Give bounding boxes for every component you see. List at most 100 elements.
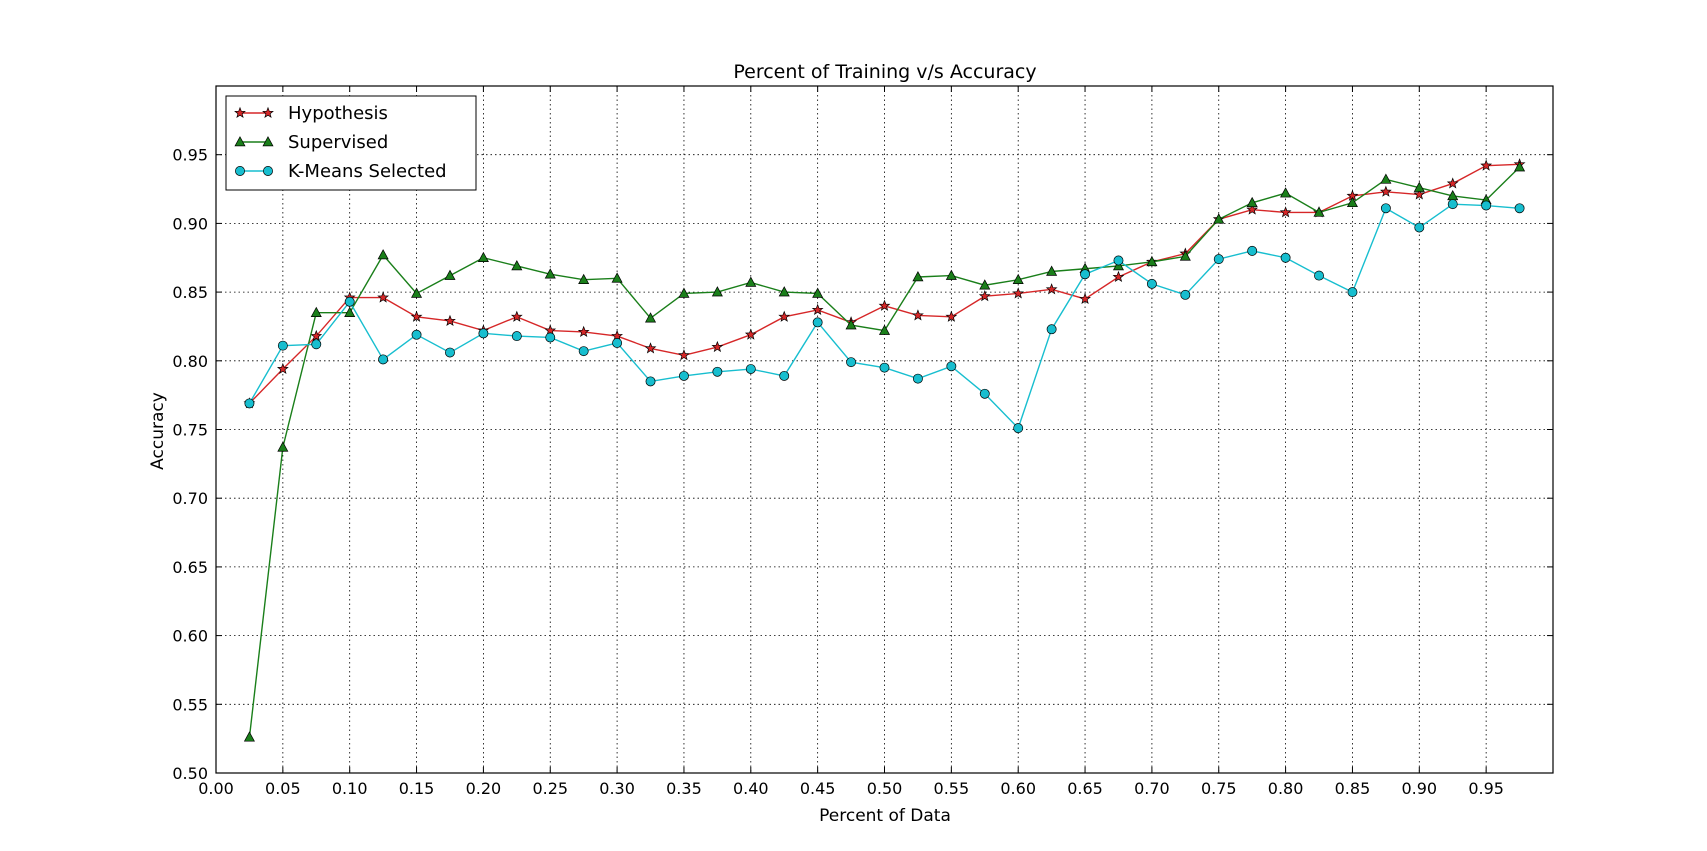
data-point-supervised bbox=[745, 276, 757, 287]
data-point-k-means-selected bbox=[1113, 255, 1124, 266]
x-tick-label: 0.70 bbox=[1134, 779, 1170, 798]
x-tick-label: 0.25 bbox=[532, 779, 568, 798]
data-point-k-means-selected bbox=[1314, 270, 1324, 281]
data-point-k-means-selected bbox=[812, 317, 823, 328]
data-point-hypothesis bbox=[510, 310, 523, 322]
legend-marker bbox=[262, 106, 274, 119]
data-point-hypothesis bbox=[978, 290, 991, 302]
data-point-hypothesis bbox=[1379, 185, 1392, 197]
x-tick-label: 0.30 bbox=[599, 779, 635, 798]
data-point-supervised bbox=[578, 273, 590, 284]
data-point-k-means-selected bbox=[1447, 199, 1458, 210]
data-point-hypothesis bbox=[577, 325, 590, 337]
data-point-hypothesis bbox=[912, 309, 924, 321]
data-point-k-means-selected bbox=[545, 332, 556, 343]
data-point-k-means-selected bbox=[1146, 278, 1157, 289]
legend-marker bbox=[235, 166, 245, 176]
series-supervised bbox=[243, 161, 1526, 742]
data-point-k-means-selected bbox=[1080, 269, 1091, 280]
x-tick-label: 0.90 bbox=[1401, 779, 1437, 798]
data-point-supervised bbox=[1346, 196, 1358, 208]
data-point-supervised bbox=[1213, 213, 1225, 224]
data-point-k-means-selected bbox=[1414, 222, 1425, 233]
y-tick-label: 0.60 bbox=[172, 627, 208, 646]
data-point-k-means-selected bbox=[1213, 254, 1224, 265]
data-point-supervised bbox=[511, 260, 523, 271]
x-tick-label: 0.85 bbox=[1335, 779, 1371, 798]
data-point-k-means-selected bbox=[1280, 252, 1291, 263]
data-point-k-means-selected bbox=[411, 329, 422, 340]
y-tick-label: 0.90 bbox=[172, 214, 208, 233]
data-point-k-means-selected bbox=[277, 340, 288, 351]
y-tick-label: 0.55 bbox=[172, 695, 208, 714]
chart-title: Percent of Training v/s Accuracy bbox=[733, 61, 1036, 83]
data-point-hypothesis bbox=[310, 329, 323, 342]
data-point-supervised bbox=[912, 271, 924, 282]
data-point-hypothesis bbox=[1045, 283, 1058, 295]
data-point-k-means-selected bbox=[1481, 200, 1492, 211]
legend-marker bbox=[234, 106, 246, 119]
data-point-hypothesis bbox=[811, 303, 824, 315]
series-layer bbox=[243, 158, 1526, 742]
data-point-k-means-selected bbox=[912, 373, 923, 384]
data-point-hypothesis bbox=[1246, 203, 1259, 215]
data-point-supervised bbox=[1046, 265, 1058, 276]
legend-marker bbox=[262, 136, 274, 147]
data-point-hypothesis bbox=[1480, 159, 1493, 171]
data-point-supervised bbox=[945, 269, 957, 280]
data-point-hypothesis bbox=[1079, 292, 1091, 304]
data-point-supervised bbox=[1280, 187, 1292, 198]
x-tick-label: 0.00 bbox=[198, 779, 234, 798]
y-tick-label: 0.70 bbox=[172, 489, 208, 508]
x-tick-label: 0.75 bbox=[1201, 779, 1237, 798]
x-axis-label: Percent of Data bbox=[819, 806, 951, 826]
x-tick-label: 0.60 bbox=[1000, 779, 1036, 798]
data-point-supervised bbox=[1380, 173, 1392, 184]
data-point-supervised bbox=[544, 268, 556, 279]
legend-entry-k-means-selected: K-Means Selected bbox=[235, 161, 447, 182]
data-point-k-means-selected bbox=[478, 328, 489, 339]
data-point-hypothesis bbox=[1112, 270, 1125, 282]
data-point-hypothesis bbox=[444, 314, 456, 326]
y-tick-label: 0.50 bbox=[172, 764, 208, 783]
x-tick-label: 0.15 bbox=[399, 779, 435, 798]
data-point-k-means-selected bbox=[1180, 289, 1191, 300]
data-point-k-means-selected bbox=[378, 354, 389, 365]
y-tick-label: 0.75 bbox=[172, 421, 208, 440]
data-point-supervised bbox=[1413, 181, 1425, 192]
legend-marker bbox=[234, 136, 246, 147]
data-point-hypothesis bbox=[377, 291, 390, 303]
data-point-supervised bbox=[477, 251, 489, 262]
data-point-k-means-selected bbox=[779, 370, 790, 381]
legend-entry-supervised: Supervised bbox=[234, 132, 388, 153]
data-point-supervised bbox=[277, 441, 289, 452]
data-point-k-means-selected bbox=[1046, 324, 1057, 335]
data-point-hypothesis bbox=[410, 310, 423, 322]
data-point-k-means-selected bbox=[612, 337, 623, 348]
data-point-supervised bbox=[1313, 206, 1325, 217]
y-tick-label: 0.80 bbox=[172, 352, 208, 371]
y-tick-label: 0.65 bbox=[172, 558, 208, 577]
data-point-k-means-selected bbox=[1247, 245, 1258, 256]
x-tick-label: 0.05 bbox=[265, 779, 301, 798]
data-point-k-means-selected bbox=[1347, 287, 1358, 298]
x-tick-label: 0.10 bbox=[332, 779, 368, 798]
data-point-k-means-selected bbox=[846, 357, 857, 368]
data-point-hypothesis bbox=[1413, 188, 1426, 200]
data-point-k-means-selected bbox=[445, 347, 455, 358]
data-point-supervised bbox=[377, 249, 389, 260]
data-point-supervised bbox=[1146, 255, 1158, 267]
data-point-k-means-selected bbox=[645, 376, 656, 387]
data-point-k-means-selected bbox=[578, 346, 589, 357]
series-k-means-selected bbox=[244, 199, 1525, 434]
x-tick-label: 0.20 bbox=[466, 779, 502, 798]
data-point-supervised bbox=[1246, 196, 1258, 208]
x-tick-label: 0.80 bbox=[1268, 779, 1304, 798]
data-point-hypothesis bbox=[678, 349, 690, 361]
data-point-supervised bbox=[243, 731, 255, 742]
data-point-supervised bbox=[411, 287, 423, 298]
x-tick-label: 0.50 bbox=[867, 779, 903, 798]
data-point-k-means-selected bbox=[1380, 203, 1391, 214]
data-point-supervised bbox=[1514, 161, 1526, 172]
data-point-hypothesis bbox=[644, 342, 657, 354]
